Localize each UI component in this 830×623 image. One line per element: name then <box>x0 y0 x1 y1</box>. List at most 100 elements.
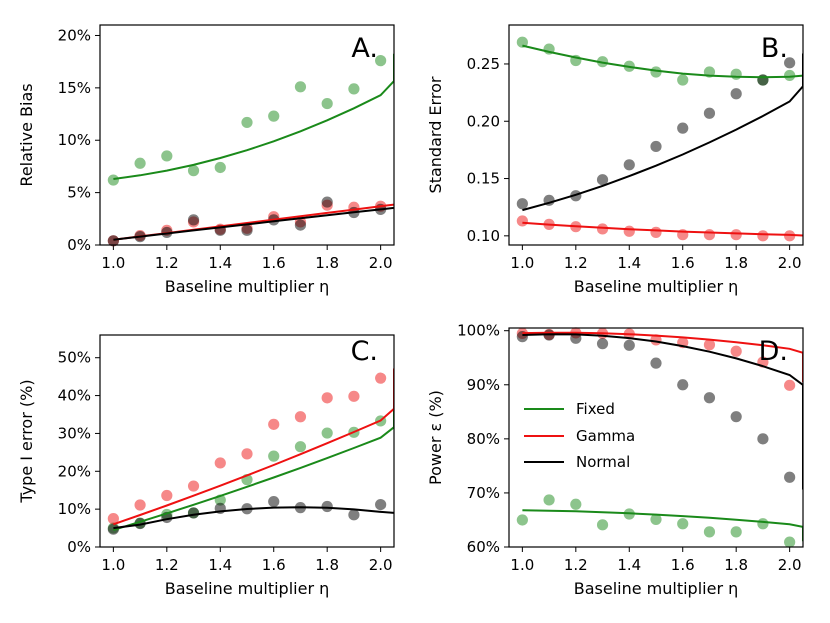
x-tick-label: 1.2 <box>155 556 179 574</box>
data-point-fixed <box>294 441 307 453</box>
data-point-fixed <box>134 157 146 169</box>
data-point-fixed <box>268 450 280 462</box>
data-point-normal <box>375 499 387 511</box>
data-point-fixed <box>348 83 360 95</box>
data-point-gamma <box>730 229 742 241</box>
x-tick-label: 1.6 <box>262 556 286 574</box>
fit-line-normal <box>113 506 394 530</box>
y-tick-label: 0.10 <box>467 227 500 245</box>
panel-letter: B. <box>761 33 788 64</box>
panel-letter: A. <box>351 33 378 64</box>
data-point-normal <box>703 392 716 404</box>
fit-line-fixed <box>113 405 394 531</box>
x-tick-label: 1.6 <box>671 254 695 272</box>
x-tick-label: 2.0 <box>369 254 393 272</box>
plot-frame <box>99 24 395 246</box>
x-tick-label: 1.8 <box>315 556 339 574</box>
legend: Fixed Gamma Normal <box>524 400 635 471</box>
y-tick-label: 0.20 <box>467 112 500 130</box>
x-tick-label: 1.4 <box>617 556 641 574</box>
panel-c: 1.0 1.2 1.4 1.6 1.8 2.0 0% 10% 20% 30% 40% 50% Basel… <box>17 334 395 598</box>
data-point-fixed <box>294 81 307 93</box>
y-tick-label: 15% <box>58 79 91 97</box>
y-tick-label: 5% <box>67 184 91 202</box>
data-point-normal <box>650 357 662 369</box>
data-point-normal <box>757 74 769 86</box>
y-tick-label: 20% <box>58 26 91 44</box>
data-point-gamma <box>134 499 146 511</box>
legend-label-gamma: Gamma <box>576 427 635 445</box>
data-point-fixed <box>596 519 609 531</box>
data-point-fixed <box>570 498 582 510</box>
data-point-gamma <box>703 339 716 351</box>
data-point-fixed <box>516 514 528 526</box>
x-tick-label: 1.8 <box>315 254 339 272</box>
data-point-fixed <box>650 66 662 78</box>
data-point-normal <box>321 196 333 208</box>
data-point-gamma <box>784 379 796 391</box>
y-tick-label: 100% <box>457 322 500 340</box>
data-point-fixed <box>375 55 387 67</box>
data-point-normal <box>677 379 689 391</box>
x-tick-label: 1.2 <box>564 254 588 272</box>
data-point-fixed <box>784 536 796 548</box>
y-tick-label: 80% <box>467 430 500 448</box>
fit-line-normal <box>522 53 803 212</box>
x-tick-label: 2.0 <box>369 556 393 574</box>
x-axis-label: Baseline multiplier η <box>165 579 330 598</box>
data-point-normal <box>784 471 796 483</box>
data-point-fixed <box>677 518 689 530</box>
data-point-fixed <box>161 150 173 162</box>
panel-b: 1.0 1.2 1.4 1.6 1.8 2.0 0.10 0.15 0.20 0.25 Baseli… <box>426 24 804 296</box>
data-point-gamma <box>375 372 387 384</box>
x-tick-label: 1.2 <box>564 556 588 574</box>
fit-line-gamma <box>522 331 803 383</box>
data-point-normal <box>596 338 609 350</box>
data-point-gamma <box>348 390 360 402</box>
data-point-normal <box>730 411 742 423</box>
x-tick-label: 1.2 <box>155 254 179 272</box>
data-point-normal <box>650 140 662 153</box>
panel-letter: D. <box>759 336 788 367</box>
x-tick-label: 1.4 <box>208 556 232 574</box>
fit-line-fixed <box>522 44 803 79</box>
data-point-normal <box>241 224 253 236</box>
data-point-gamma <box>596 223 609 235</box>
y-tick-label: 0% <box>67 538 91 556</box>
data-point-normal <box>268 495 280 508</box>
data-point-gamma <box>161 489 173 502</box>
x-tick-label: 1.4 <box>617 254 641 272</box>
data-point-fixed <box>107 174 119 186</box>
y-tick-label: 10% <box>58 500 91 518</box>
data-point-gamma <box>703 229 716 241</box>
x-tick-label: 1.6 <box>671 556 695 574</box>
data-point-normal <box>187 507 200 519</box>
y-tick-label: 60% <box>467 538 500 556</box>
x-tick-label: 1.8 <box>724 556 748 574</box>
data-point-fixed <box>650 513 662 526</box>
data-point-fixed <box>187 165 200 177</box>
legend-label-normal: Normal <box>576 453 630 471</box>
data-point-normal <box>623 159 635 171</box>
data-point-normal <box>187 214 200 226</box>
data-point-normal <box>348 509 360 521</box>
data-point-normal <box>107 235 119 247</box>
data-point-normal <box>321 500 333 513</box>
fit-line-gamma <box>522 221 803 237</box>
x-axis-label: Baseline multiplier η <box>574 579 739 598</box>
data-point-gamma <box>650 226 662 238</box>
data-point-gamma <box>268 418 280 430</box>
x-tick-label: 1.0 <box>101 556 125 574</box>
plot-frame <box>508 24 804 246</box>
fit-line-gamma <box>113 368 394 526</box>
data-point-fixed <box>321 427 333 439</box>
x-axis-label: Baseline multiplier η <box>165 277 330 296</box>
data-point-fixed <box>703 526 716 538</box>
plot-frame <box>99 334 395 548</box>
y-axis-label: Relative Bias <box>17 83 36 186</box>
data-point-fixed <box>677 74 689 86</box>
data-point-normal <box>730 88 742 100</box>
y-tick-label: 10% <box>58 131 91 149</box>
data-point-normal <box>784 57 796 69</box>
